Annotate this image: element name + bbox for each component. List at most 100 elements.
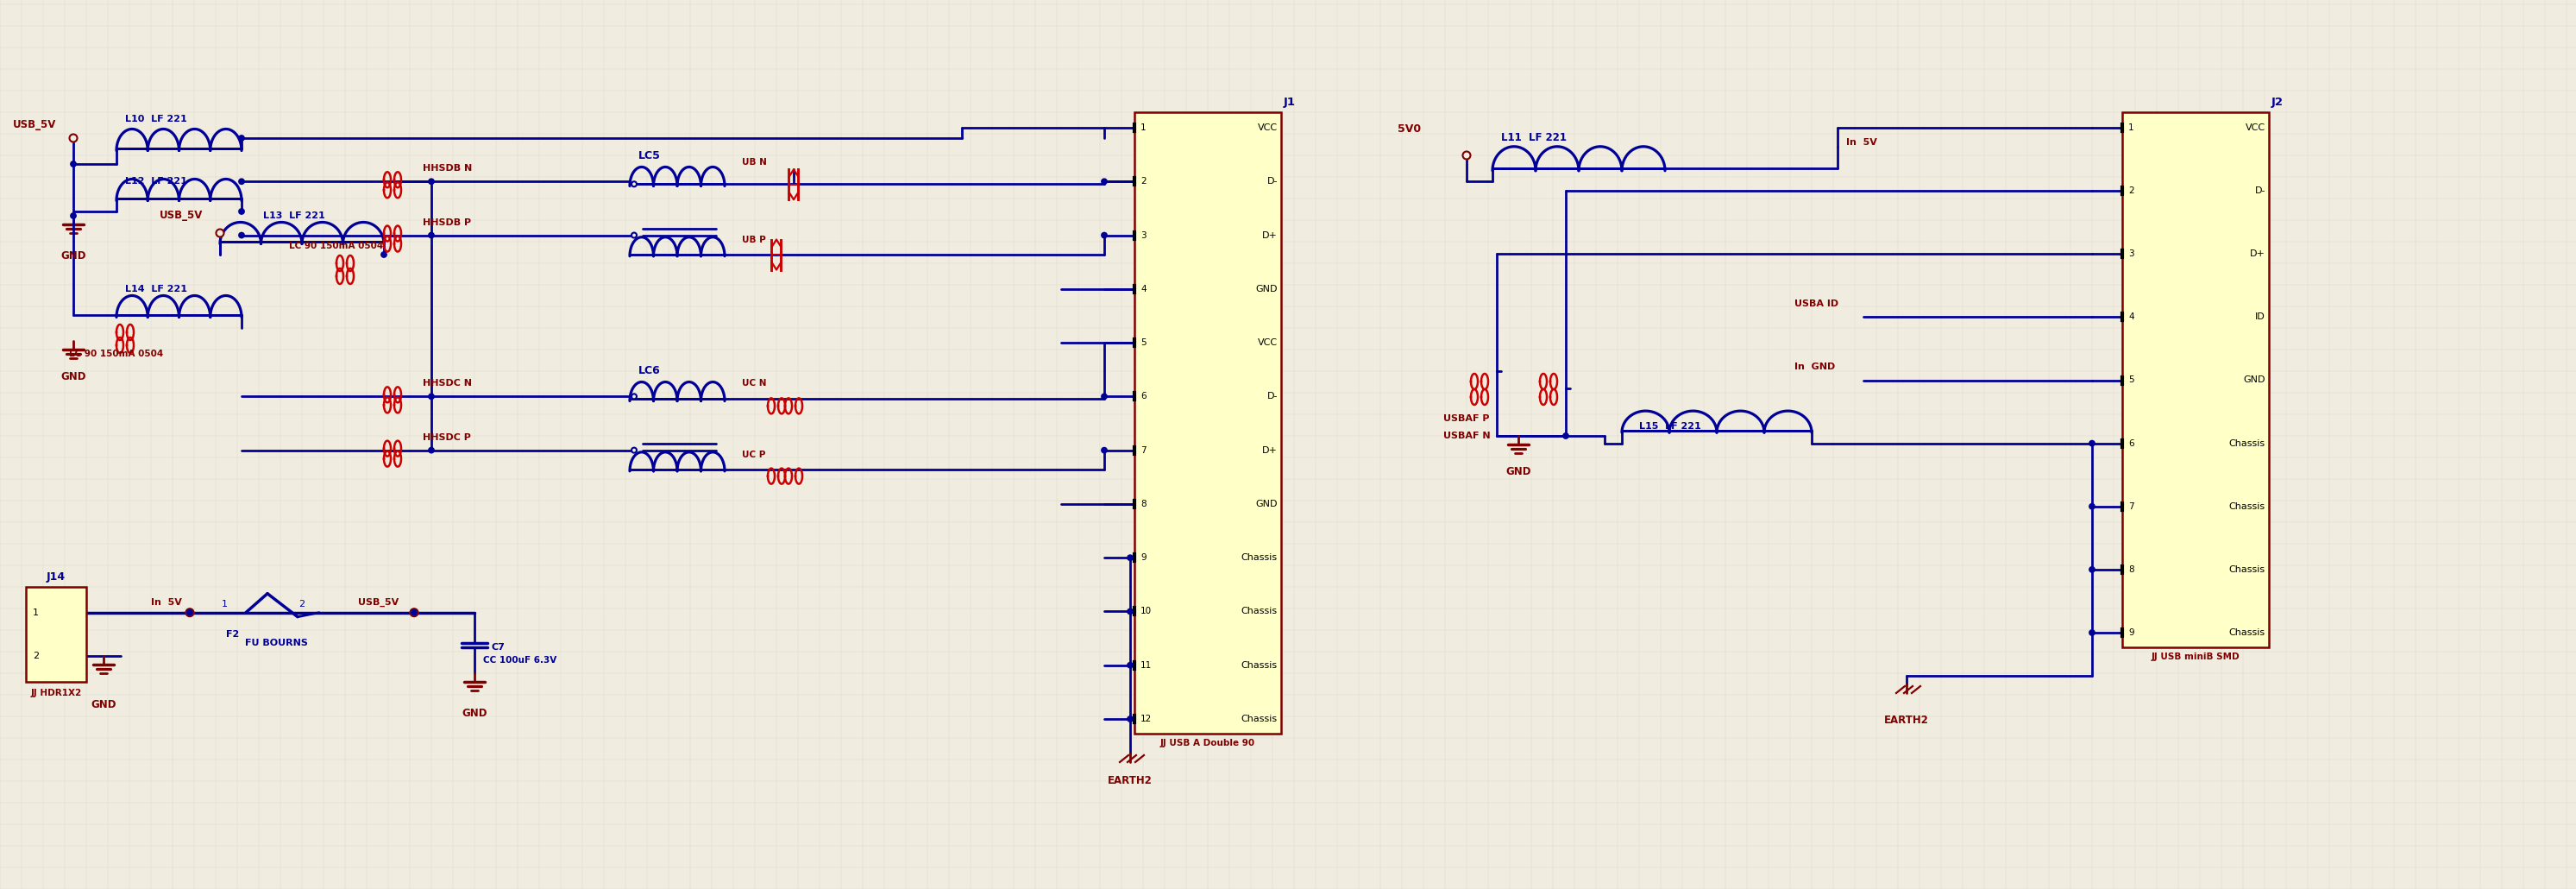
Text: USBAF N: USBAF N [1443, 431, 1489, 440]
Text: HHSDC N: HHSDC N [422, 380, 471, 388]
Text: JJ USB miniB SMD: JJ USB miniB SMD [2151, 653, 2239, 661]
Circle shape [1128, 555, 1133, 560]
Text: 2: 2 [299, 599, 304, 608]
Text: 5V0: 5V0 [1399, 124, 1422, 135]
Text: GND: GND [461, 708, 487, 718]
Text: 5: 5 [1141, 339, 1146, 347]
Text: D-: D- [2254, 187, 2264, 196]
Circle shape [1103, 394, 1108, 399]
Text: 2: 2 [1141, 177, 1146, 186]
Circle shape [381, 252, 386, 258]
Text: 6: 6 [1141, 392, 1146, 401]
Text: D-: D- [1267, 177, 1278, 186]
Text: In  5V: In 5V [1847, 138, 1878, 147]
Text: USB_5V: USB_5V [13, 119, 57, 131]
Text: LC 90 150mA 0504: LC 90 150mA 0504 [289, 242, 384, 251]
Text: UC P: UC P [742, 450, 765, 459]
Circle shape [240, 233, 245, 238]
Text: 1: 1 [1141, 124, 1146, 132]
Circle shape [631, 394, 636, 399]
Text: HHSDC P: HHSDC P [422, 433, 471, 442]
Text: 7: 7 [2128, 502, 2133, 511]
Circle shape [240, 135, 245, 140]
Text: J2: J2 [2272, 97, 2282, 108]
Text: D-: D- [1267, 392, 1278, 401]
Text: 5: 5 [2128, 376, 2133, 385]
Circle shape [631, 233, 636, 238]
Circle shape [240, 209, 245, 214]
Text: EARTH2: EARTH2 [1883, 715, 1929, 726]
Circle shape [188, 610, 193, 615]
Text: D+: D+ [1262, 231, 1278, 239]
Text: USB_5V: USB_5V [160, 210, 204, 221]
Text: 10: 10 [1141, 607, 1151, 616]
Circle shape [631, 181, 636, 187]
Text: L11  LF 221: L11 LF 221 [1502, 132, 1566, 144]
Circle shape [70, 161, 77, 167]
FancyBboxPatch shape [1133, 112, 1280, 733]
Text: 2: 2 [33, 652, 39, 661]
Text: UC N: UC N [742, 380, 768, 388]
Circle shape [216, 229, 224, 237]
Text: HHSDB N: HHSDB N [422, 164, 471, 172]
Circle shape [2089, 504, 2094, 509]
Text: L14  LF 221: L14 LF 221 [126, 284, 188, 293]
Circle shape [428, 179, 435, 184]
Circle shape [1128, 717, 1133, 722]
Text: VCC: VCC [1257, 124, 1278, 132]
Circle shape [70, 134, 77, 142]
Text: LC5: LC5 [639, 150, 659, 161]
Text: LC6: LC6 [639, 365, 659, 376]
Text: Chassis: Chassis [1242, 661, 1278, 669]
Text: 4: 4 [2128, 313, 2133, 322]
Circle shape [1128, 609, 1133, 614]
Text: In  5V: In 5V [152, 598, 183, 606]
FancyBboxPatch shape [26, 587, 85, 682]
Text: GND: GND [2244, 376, 2264, 385]
Text: FU BOURNS: FU BOURNS [245, 638, 307, 647]
Text: ID: ID [2257, 313, 2264, 322]
Text: 7: 7 [1141, 446, 1146, 454]
Text: Chassis: Chassis [2228, 502, 2264, 511]
FancyBboxPatch shape [2123, 112, 2269, 647]
Text: 4: 4 [1141, 284, 1146, 293]
Text: 1: 1 [2128, 124, 2133, 132]
Text: J1: J1 [1283, 97, 1296, 108]
Text: USBAF P: USBAF P [1443, 414, 1489, 423]
Circle shape [1564, 433, 1569, 438]
Circle shape [631, 448, 636, 453]
Text: CC 100uF 6.3V: CC 100uF 6.3V [484, 656, 556, 664]
Text: UB P: UB P [742, 236, 765, 244]
Circle shape [1128, 662, 1133, 668]
Text: GND: GND [90, 700, 116, 710]
Text: 1: 1 [33, 608, 39, 617]
Text: 2: 2 [2128, 187, 2133, 196]
Text: GND: GND [1504, 466, 1530, 477]
Text: 12: 12 [1141, 715, 1151, 724]
Text: L12  LF 221: L12 LF 221 [126, 177, 188, 186]
Text: UB N: UB N [742, 158, 768, 167]
Circle shape [70, 213, 77, 219]
Text: Chassis: Chassis [1242, 607, 1278, 616]
Circle shape [1103, 179, 1108, 184]
Text: F2: F2 [227, 629, 240, 638]
Text: D+: D+ [1262, 446, 1278, 454]
Text: VCC: VCC [1257, 339, 1278, 347]
Text: Chassis: Chassis [2228, 565, 2264, 574]
Circle shape [1103, 447, 1108, 453]
Circle shape [1463, 151, 1471, 159]
Text: 9: 9 [2128, 629, 2133, 637]
Text: L10  LF 221: L10 LF 221 [126, 115, 188, 124]
Text: J14: J14 [46, 572, 64, 582]
Text: USBA ID: USBA ID [1795, 300, 1839, 308]
Text: VCC: VCC [2246, 124, 2264, 132]
Text: USB_5V: USB_5V [358, 597, 399, 606]
Text: Chassis: Chassis [1242, 715, 1278, 724]
Text: Chassis: Chassis [2228, 439, 2264, 448]
Text: 3: 3 [1141, 231, 1146, 239]
Text: In  GND: In GND [1795, 363, 1834, 372]
Text: Chassis: Chassis [2228, 629, 2264, 637]
Text: 1: 1 [222, 599, 227, 608]
Text: L13  LF 221: L13 LF 221 [263, 212, 325, 220]
Text: GND: GND [1255, 284, 1278, 293]
